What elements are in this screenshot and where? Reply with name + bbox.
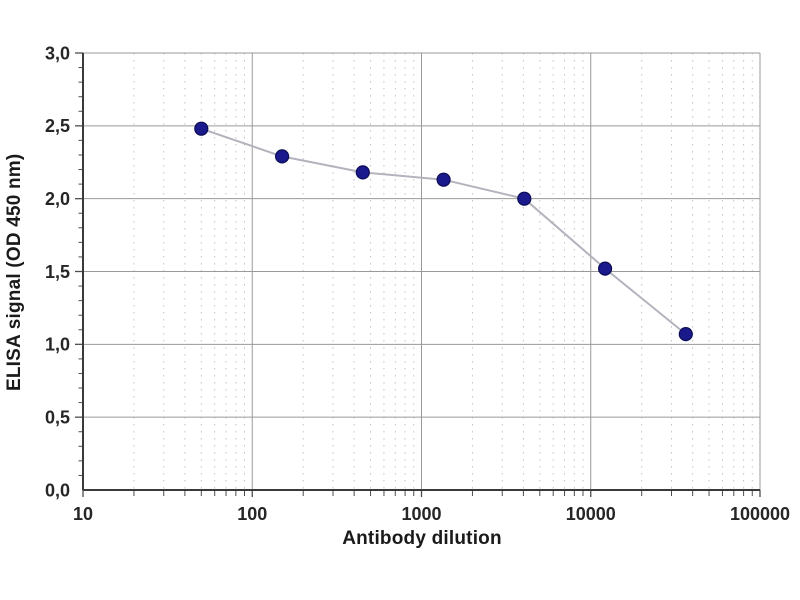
x-tick-label: 10 <box>73 504 93 524</box>
data-point <box>194 121 209 136</box>
x-tick-label: 1000 <box>401 504 441 524</box>
x-axis-title: Antibody dilution <box>342 528 502 549</box>
data-point <box>678 327 693 342</box>
data-point <box>436 172 451 187</box>
y-tick-label: 1,5 <box>45 262 70 282</box>
y-tick-label: 2,5 <box>45 116 70 136</box>
y-tick-label: 0,0 <box>45 480 70 500</box>
x-tick-label: 100 <box>237 504 267 524</box>
y-tick-label: 1,0 <box>45 335 70 355</box>
data-point <box>355 165 370 180</box>
y-tick-label: 3,0 <box>45 43 70 63</box>
y-tick-label: 0,5 <box>45 407 70 427</box>
y-tick-label: 2,0 <box>45 189 70 209</box>
data-point <box>275 149 290 164</box>
data-point <box>517 191 532 206</box>
data-line <box>200 127 687 335</box>
x-tick-label: 10000 <box>566 504 616 524</box>
data-point <box>597 261 613 276</box>
x-tick-label: 100000 <box>730 504 790 524</box>
